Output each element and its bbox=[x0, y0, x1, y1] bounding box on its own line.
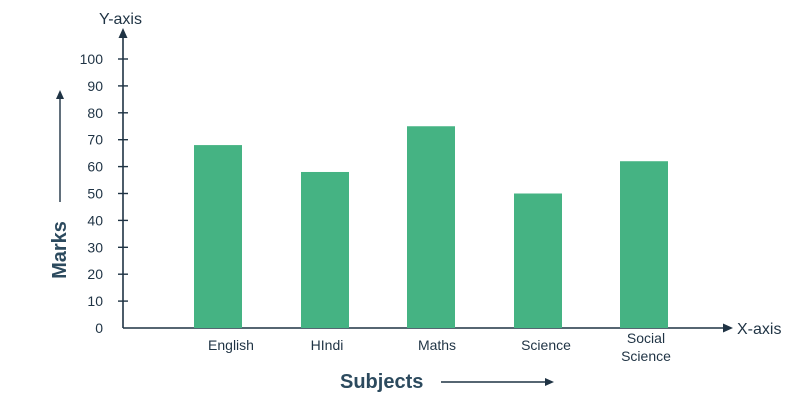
bar-hindi bbox=[301, 171, 349, 328]
y-axis-title-arrow-head bbox=[56, 90, 64, 99]
y-axis-title: Marks bbox=[49, 221, 71, 279]
y-tick-label: 20 bbox=[87, 266, 103, 282]
bar-science bbox=[514, 193, 562, 328]
bars bbox=[194, 126, 668, 328]
x-category-label: Science bbox=[521, 337, 571, 353]
x-category-label: English bbox=[208, 337, 254, 353]
y-tick-label: 100 bbox=[80, 51, 104, 67]
x-category-label: Social bbox=[627, 330, 665, 346]
y-tick-label: 80 bbox=[87, 105, 103, 121]
x-axis-title-arrow-head bbox=[545, 378, 554, 386]
x-category-label: HIndi bbox=[311, 337, 344, 353]
y-axis-arrow bbox=[118, 28, 128, 38]
y-tick-label: 70 bbox=[87, 132, 103, 148]
x-axis-title: Subjects bbox=[340, 371, 423, 393]
y-tick-label: 30 bbox=[87, 239, 103, 255]
bar-social-science bbox=[620, 161, 668, 328]
y-axis-end-label: Y-axis bbox=[99, 11, 142, 28]
y-tick-label: 90 bbox=[87, 78, 103, 94]
y-tick-label: 50 bbox=[87, 186, 103, 202]
bar-english bbox=[194, 145, 242, 328]
y-tick-label: 0 bbox=[95, 320, 103, 336]
x-axis-end-label: X-axis bbox=[737, 321, 781, 338]
category-labels: English HIndi Maths Science Social Science bbox=[208, 330, 671, 364]
x-axis-arrow bbox=[723, 323, 733, 333]
bar-maths bbox=[407, 126, 455, 328]
x-category-label: Maths bbox=[418, 337, 456, 353]
y-tick-label: 60 bbox=[87, 159, 103, 175]
y-ticks: 0 10 20 30 40 50 60 70 80 90 100 bbox=[80, 51, 128, 336]
y-tick-label: 40 bbox=[87, 212, 103, 228]
x-category-label: Science bbox=[621, 348, 671, 364]
y-tick-label: 10 bbox=[87, 293, 103, 309]
